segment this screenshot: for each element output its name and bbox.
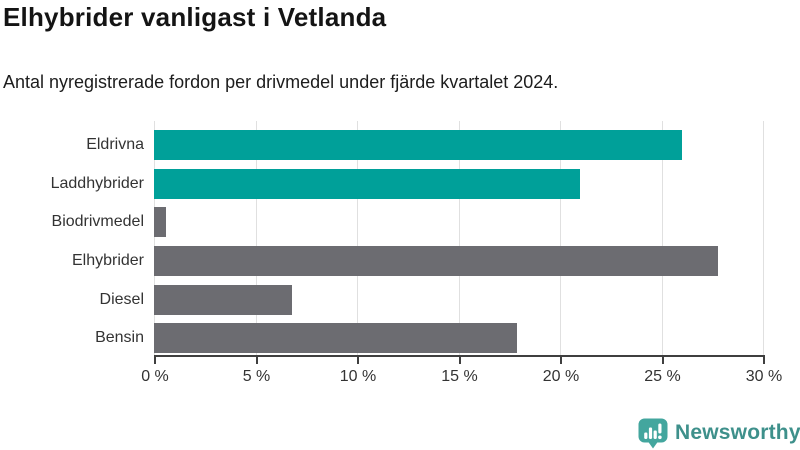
x-axis-tick-15 (458, 357, 461, 364)
category-label-diesel: Diesel (99, 290, 144, 308)
gridline-0 (154, 121, 155, 355)
bar-laddhybrider (154, 168, 581, 199)
newsworthy-logo[interactable]: Newsworthy (638, 417, 800, 449)
gridline-15 (458, 121, 460, 355)
gridline-5 (255, 121, 257, 355)
x-axis-tick-5 (255, 357, 258, 364)
category-label-bensin: Bensin (95, 329, 144, 347)
bar-eldrivna (154, 130, 682, 160)
x-axis-tick-0 (154, 357, 156, 364)
chart-subtitle: Antal nyregistrerade fordon per drivmede… (3, 72, 559, 92)
page-title: Elhybrider vanligast i Vetlanda (3, 2, 387, 32)
category-label-laddhybrider: Laddhybrider (50, 174, 144, 192)
x-tick-label-30: 30 % (745, 368, 783, 385)
plot-area (154, 121, 764, 355)
x-axis-line (154, 355, 765, 357)
x-tick-label-0: 0 % (141, 368, 169, 385)
x-tick-label-5: 5 % (242, 368, 271, 385)
bar-elhybrider (154, 245, 719, 276)
x-axis-tick-10 (357, 357, 359, 364)
x-tick-label-10: 10 % (339, 368, 377, 385)
newsworthy-wordmark: Newsworthy (675, 421, 800, 444)
newsworthy-icon (638, 418, 668, 449)
category-label-elhybrider: Elhybrider (71, 251, 144, 269)
x-tick-label-25: 25 % (644, 368, 681, 385)
category-label-biodrivmedel: Biodrivmedel (51, 213, 144, 231)
bar-bensin (154, 323, 518, 354)
x-tick-label-15: 15 % (441, 368, 478, 385)
x-tick-label-20: 20 % (542, 368, 580, 385)
category-label-eldrivna: Eldrivna (86, 136, 144, 153)
x-axis-tick-30 (763, 357, 765, 364)
x-axis-tick-20 (560, 357, 562, 364)
gridline-20 (560, 121, 561, 355)
gridline-10 (357, 121, 358, 355)
x-axis-tick-25 (661, 357, 664, 364)
gridline-25 (661, 121, 663, 355)
bar-diesel (154, 284, 293, 315)
gridline-30 (763, 121, 764, 355)
bar-biodrivmedel (154, 207, 167, 238)
